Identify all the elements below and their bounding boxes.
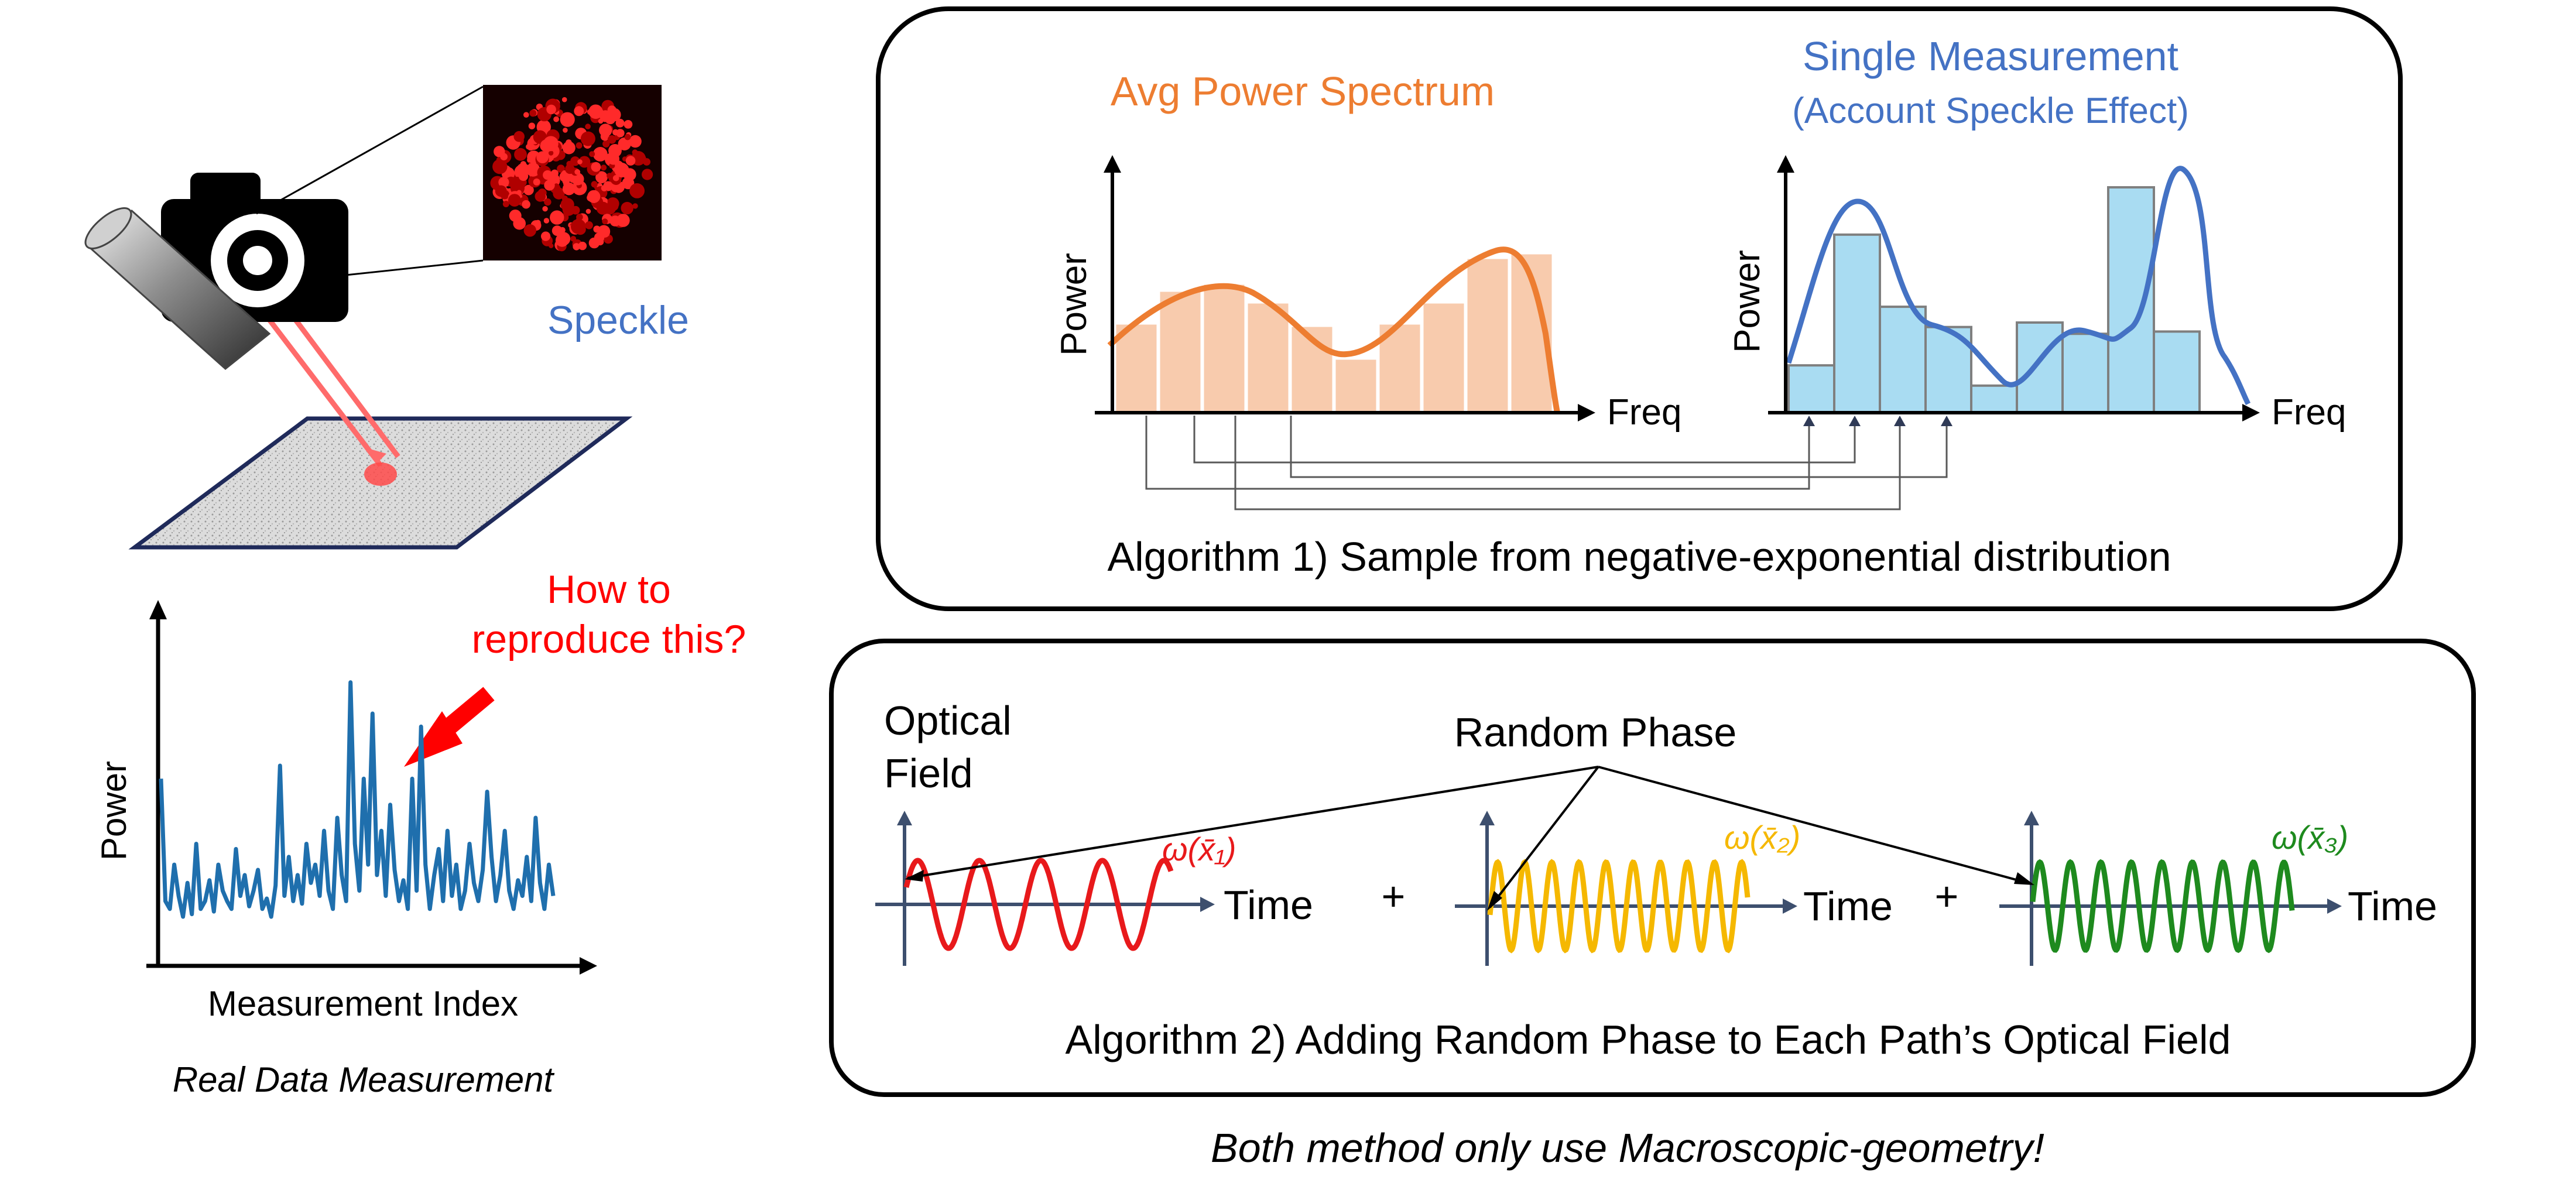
single-measurement-subtitle: (Account Speckle Effect) [1792,91,2189,131]
sampling-connectors [1145,416,1952,510]
single-bar [2153,330,2201,414]
omega-3-label: ω(x̄₃) [2272,819,2348,856]
algorithm-1-panel: Avg Power Spectrum Single Measurement (A… [876,6,2403,611]
optical-field-label-2: Field [884,750,973,796]
single-bar [1787,364,1835,414]
real-data-plot: Power Measurement Index Real Data Measur… [94,600,597,1099]
single-measurement-title: Single Measurement [1803,33,2178,79]
wave-2-xlabel: Time [1803,883,1893,929]
avg-xlabel: Freq [1607,392,1681,433]
question-line-2: reproduce this? [472,617,746,661]
speckle-label: Speckle [547,298,689,342]
wave-3-xlabel: Time [2348,883,2437,929]
algorithm-2-caption: Algorithm 2) Adding Random Phase to Each… [1066,1017,2231,1062]
avg-bar [1246,301,1290,414]
speckle-illustration: Speckle [84,85,689,550]
single-ylabel: Power [1727,250,1767,353]
single-measurement-bars [1787,186,2201,414]
avg-bar [1421,301,1466,414]
random-phase-pointers [905,766,2034,911]
omega-1-label: ω(x̄₁) [1162,831,1236,868]
wave-1 [903,858,1174,951]
avg-bar [1465,257,1510,414]
real-plot-xlabel: Measurement Index [208,984,518,1023]
measurement-series-line [159,680,556,919]
avg-power-bars [1114,252,1554,414]
laser-spot [364,462,397,486]
single-bar [1970,384,2018,414]
wave-1-xlabel: Time [1224,882,1313,928]
single-measurement-curve [1786,166,2251,406]
wave-3 [2030,859,2295,954]
question-line-1: How to [547,567,671,612]
footer-note: Both method only use Macroscopic-geometr… [1211,1125,2044,1171]
red-arrow [404,687,495,767]
avg-ylabel: Power [1054,253,1094,356]
plus-sign-2: + [1935,873,1959,919]
plus-sign-1: + [1382,873,1406,919]
optical-field-label-1: Optical [884,698,1012,743]
laser-icon [84,207,271,370]
wave-2 [1487,859,1751,954]
avg-bar [1334,358,1378,414]
single-bar [1833,233,1881,414]
avg-power-curve [1107,246,1560,413]
algorithm-1-caption: Algorithm 1) Sample from negative-expone… [1107,534,2171,580]
avg-bar [1158,290,1203,414]
laser-beam [255,303,383,467]
avg-bar [1114,323,1159,414]
avg-power-title: Avg Power Spectrum [1111,68,1495,114]
single-bar [2107,186,2155,414]
single-bar [1879,306,1927,414]
single-bar [2061,332,2109,414]
algorithm-2-panel: Optical Field Random Phase ω(x̄₁) Time +… [829,639,2476,1097]
random-phase-label: Random Phase [1454,709,1737,755]
avg-bar [1202,283,1246,414]
single-xlabel: Freq [2272,392,2346,433]
omega-2-label: ω(x̄₂) [1724,819,1800,856]
real-plot-caption: Real Data Measurement [173,1060,555,1099]
single-bar [2016,321,2064,414]
real-plot-ylabel: Power [94,761,133,860]
